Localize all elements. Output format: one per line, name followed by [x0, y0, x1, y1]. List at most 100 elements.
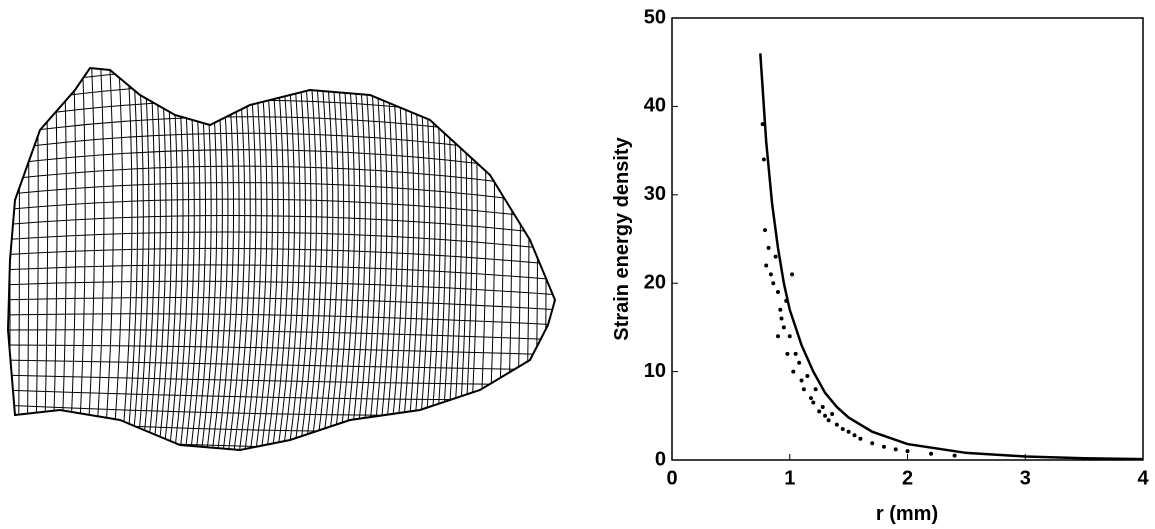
mesh-line: [387, 68, 404, 450]
mesh-line: [487, 68, 496, 450]
y-tick-label: 50: [644, 6, 666, 28]
mesh-line: [77, 68, 86, 450]
mesh-line: [8, 264, 555, 281]
mesh-line: [337, 68, 355, 450]
mesh-outline: [6, 66, 557, 452]
scatter-point: [811, 400, 816, 405]
scatter-point: [881, 444, 886, 449]
mesh-line: [243, 68, 262, 450]
scatter-point: [791, 369, 796, 374]
mesh-line: [265, 68, 284, 450]
mesh-line: [331, 68, 350, 450]
scatter-point: [830, 412, 835, 417]
mesh-line: [468, 68, 478, 450]
mesh-line: [103, 68, 114, 450]
scatter-point: [905, 449, 910, 454]
mesh-line: [303, 68, 323, 450]
scatter-point: [785, 351, 790, 356]
scatter-point: [763, 228, 768, 233]
mesh-line: [525, 68, 530, 450]
scatter-point: [778, 307, 783, 312]
scatter-point: [784, 298, 789, 303]
scatter-point: [805, 374, 810, 379]
scatter-point: [820, 404, 825, 409]
curve: [759, 53, 1144, 461]
mesh-line: [382, 68, 399, 450]
scatter-point: [760, 122, 765, 127]
x-tick-label: 0: [666, 467, 677, 489]
mesh-line: [8, 165, 555, 191]
scatter-point: [775, 290, 780, 295]
scatter-point: [779, 316, 784, 321]
mesh-line: [259, 68, 279, 450]
scatter-point: [801, 387, 806, 392]
mesh-line: [183, 68, 201, 450]
mesh-line: [298, 68, 317, 450]
mesh-line: [292, 68, 312, 450]
scatter-point: [840, 427, 845, 432]
scatter-point: [823, 413, 828, 418]
scatter-point: [773, 254, 778, 259]
mesh-line: [248, 68, 268, 450]
mesh-line: [86, 68, 96, 450]
scatter-point: [771, 281, 776, 286]
scatter-point: [775, 334, 780, 339]
mesh-line: [8, 344, 555, 356]
scatter-point: [761, 157, 766, 162]
scatter-point: [781, 325, 786, 330]
x-tick-label: 4: [1137, 467, 1149, 489]
mesh-line: [496, 68, 504, 450]
scatter-point: [808, 396, 813, 401]
mesh-line: [68, 68, 77, 450]
mesh-line: [8, 449, 555, 450]
mesh-line: [462, 68, 473, 450]
scatter-point: [846, 429, 851, 434]
scatter-point: [852, 433, 857, 438]
mesh-line: [287, 68, 306, 450]
mesh-line: [281, 68, 301, 450]
scatter-point: [797, 360, 802, 365]
mesh-line: [141, 68, 156, 450]
x-tick-label: 1: [784, 467, 795, 489]
scatter-point: [817, 409, 822, 414]
mesh-line: [0, 465, 560, 481]
mesh-line: [8, 359, 555, 371]
scatter-point: [834, 422, 839, 427]
mesh-line: [111, 68, 124, 450]
mesh-line: [173, 68, 190, 450]
x-tick-label: 2: [902, 467, 913, 489]
mesh-line: [8, 182, 555, 206]
mesh-line: [270, 68, 290, 450]
mesh-line: [26, 68, 30, 450]
scatter-point: [768, 272, 773, 277]
y-tick-label: 10: [644, 360, 666, 382]
scatter-point: [764, 263, 769, 268]
mesh-line: [320, 68, 339, 450]
mesh-line: [477, 68, 487, 450]
mesh-line: [210, 68, 229, 450]
mesh-line: [189, 68, 207, 450]
scatter-point: [787, 334, 792, 339]
mesh-line: [178, 68, 195, 450]
mesh-line: [120, 68, 133, 450]
mesh-line: [515, 68, 521, 450]
plot-frame: [671, 17, 1144, 461]
mesh-line: [17, 68, 20, 450]
mesh-line: [8, 280, 555, 296]
scatter-point: [858, 436, 863, 441]
mesh-line: [359, 68, 377, 450]
mesh-line: [216, 68, 235, 450]
x-tick-label: 3: [1020, 467, 1031, 489]
scatter-point: [826, 418, 831, 423]
mesh-line: [325, 68, 345, 450]
mesh: [0, 68, 560, 481]
mesh-line: [8, 231, 555, 251]
mesh-line: [276, 68, 295, 450]
scatter-point: [793, 351, 798, 356]
scatter-point: [929, 451, 934, 456]
scatter-point: [870, 441, 875, 446]
mesh-line: [506, 68, 513, 450]
mesh-line: [8, 215, 555, 236]
scatter-point: [893, 447, 898, 452]
